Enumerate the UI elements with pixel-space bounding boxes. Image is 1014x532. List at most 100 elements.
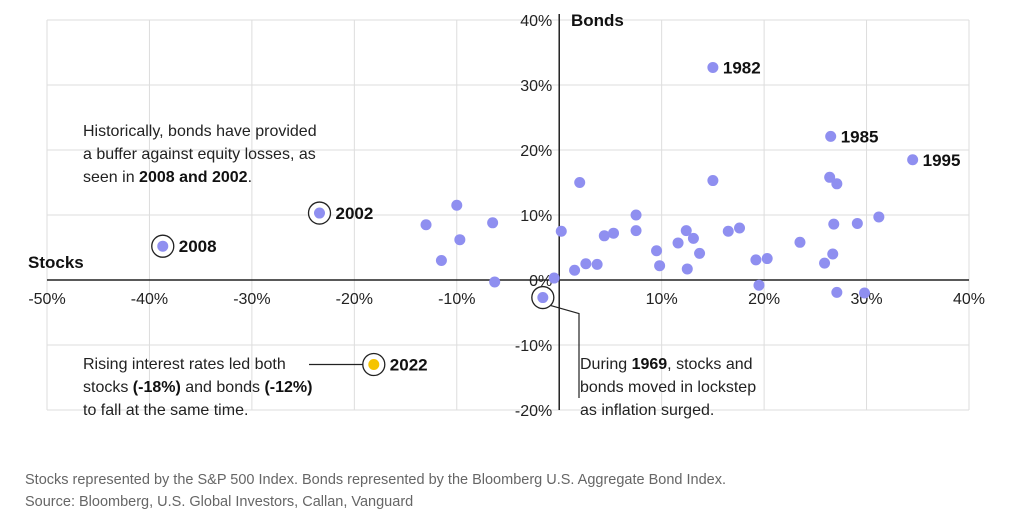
data-point-2008 (157, 240, 169, 252)
data-point (831, 178, 843, 190)
x-tick-label: 40% (953, 291, 985, 308)
data-point-2002 (314, 207, 326, 219)
annotation-historical-line1: Historically, bonds have provided (83, 123, 317, 140)
footer-note: Stocks represented by the S&P 500 Index.… (25, 472, 727, 488)
footer-source: Source: Bloomberg, U.S. Global Investors… (25, 494, 414, 510)
x-tick-label: -40% (131, 291, 168, 308)
data-point (580, 258, 592, 270)
data-point (574, 177, 586, 188)
x-tick-label: -10% (438, 291, 475, 308)
x-tick-label: 30% (851, 291, 883, 308)
annotation-historical-line2: a buffer against equity losses, as (83, 146, 316, 163)
data-point (750, 254, 762, 266)
data-point (654, 260, 666, 272)
data-point (824, 171, 836, 183)
data-point (753, 279, 765, 291)
data-point (591, 258, 603, 270)
annotation-rising-line2-mid: and bonds (180, 379, 265, 396)
data-point (489, 276, 501, 288)
data-point (707, 175, 719, 187)
data-point (859, 287, 871, 299)
annotation-rising-rates: Rising interest rates led both stocks (-… (83, 353, 312, 422)
annotation-lockstep-line1: During 1969, stocks and (580, 353, 756, 376)
x-tick-label: 20% (748, 291, 780, 308)
tick-labels: -50% -40% -30% -20% -10% 10% 20% 30% 40% -20% -10%… (28, 13, 985, 420)
annotation-historical-line3-post: . (247, 169, 253, 186)
scatter-chart: -50% -40% -30% -20% -10% 10% 20% 30% 40% -20% -10%… (28, 11, 985, 420)
point-label-1995: 1995 (923, 151, 961, 170)
annotation-lockstep-line2: bonds moved in lockstep (580, 379, 757, 396)
data-point (694, 247, 706, 259)
x-tick-label: -20% (336, 291, 373, 308)
data-point (420, 219, 432, 231)
y-tick-label: -20% (515, 403, 552, 420)
data-point (435, 255, 447, 266)
data-point (598, 230, 610, 242)
data-point (487, 217, 499, 229)
point-label-1982: 1982 (723, 58, 761, 77)
annotation-historical-line3: seen in 2008 and 2002. (83, 166, 317, 189)
data-point (831, 286, 843, 298)
grid-lines (46, 19, 970, 411)
y-tick-label: 40% (520, 13, 552, 30)
data-point (819, 257, 831, 269)
data-point (828, 218, 840, 230)
y-axis-title: Bonds (571, 11, 624, 30)
annotation-lockstep: During 1969, stocks and bonds moved in l… (580, 353, 756, 422)
axes (47, 14, 969, 410)
annotation-lockstep-line1-pre: During (580, 356, 632, 373)
data-point (827, 248, 839, 260)
y-tick-label: 30% (520, 78, 552, 95)
x-axis-title: Stocks (28, 253, 84, 272)
point-label-2022: 2022 (390, 356, 428, 375)
data-point (569, 264, 581, 276)
data-point (851, 217, 863, 229)
data-point-1982 (707, 61, 719, 73)
data-point (608, 227, 620, 239)
point-label-2008: 2008 (179, 237, 217, 256)
data-point (630, 225, 642, 237)
point-labels: 1982 1985 1995 2002 2008 2022 (179, 58, 961, 374)
annotation-historical-line3-bold: 2008 and 2002 (139, 169, 248, 186)
annotation-rising-line1: Rising interest rates led both (83, 356, 286, 373)
zero-tick-label: 0% (529, 273, 552, 290)
annotation-lockstep-year: 1969 (631, 356, 668, 373)
footer: Stocks represented by the S&P 500 Index.… (25, 469, 726, 513)
data-point (680, 225, 692, 237)
data-point (651, 245, 663, 257)
data-point (555, 225, 567, 237)
point-label-2002: 2002 (336, 204, 374, 223)
y-tick-label: -10% (515, 338, 552, 355)
data-point (451, 199, 463, 211)
x-tick-label: -30% (233, 291, 270, 308)
data-points (151, 61, 919, 377)
data-point (630, 209, 642, 221)
annotation-rising-stocks-value: (-18%) (132, 379, 181, 396)
x-tick-label: 10% (646, 291, 678, 308)
data-point (672, 237, 684, 249)
annotation-rising-line3: to fall at the same time. (83, 402, 249, 419)
y-tick-label: 10% (520, 208, 552, 225)
annotation-rising-line2: stocks (-18%) and bonds (-12%) (83, 376, 312, 399)
data-point (794, 236, 806, 248)
data-point (722, 225, 734, 237)
data-point (681, 263, 693, 275)
annotation-historical-line3-pre: seen in (83, 169, 140, 186)
data-point-1985 (825, 130, 837, 142)
data-point (687, 232, 699, 244)
annotation-rising-bonds-value: (-12%) (264, 379, 313, 396)
data-point-2022 (368, 359, 380, 370)
data-point (454, 234, 466, 246)
leader-1969 (550, 304, 580, 398)
y-tick-label: 20% (520, 143, 552, 160)
annotation-leaders (309, 304, 580, 398)
data-point (734, 222, 746, 234)
x-tick-label: -50% (28, 291, 65, 308)
point-label-1985: 1985 (841, 127, 879, 146)
data-point (761, 253, 773, 265)
annotation-historical: Historically, bonds have provided a buff… (83, 120, 317, 189)
data-point (873, 211, 885, 223)
annotation-lockstep-line1-post: , stocks and (667, 356, 753, 373)
annotation-rising-line2-pre: stocks (83, 379, 133, 396)
annotation-lockstep-line3: as inflation surged. (580, 402, 715, 419)
